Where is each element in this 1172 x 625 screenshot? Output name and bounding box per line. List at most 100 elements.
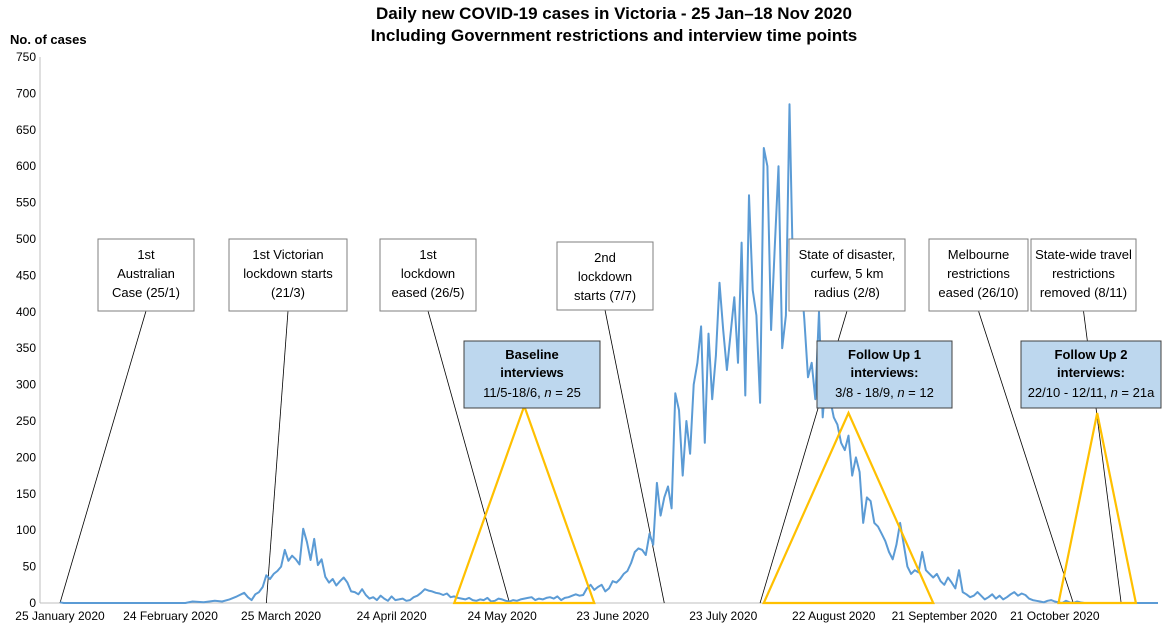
annotation-text: State of disaster, <box>799 247 896 262</box>
annotation-text: lockdown starts <box>243 266 333 281</box>
annotation-callout: 1st Victorian lockdown starts (21/3) <box>228 238 348 312</box>
interview-dates: 11/5-18/6, <box>483 385 544 400</box>
annotation-box <box>228 238 348 312</box>
annotation-text: curfew, 5 km <box>811 266 884 281</box>
interview-callout: Follow Up 1 interviews: 3/8 - 18/9, n = 12 <box>816 340 953 409</box>
annotation-text: removed (8/11) <box>1040 285 1127 300</box>
interview-n-label: n <box>544 385 551 400</box>
annotation-text: lockdown <box>578 269 632 284</box>
annotation-leader-line <box>604 309 665 604</box>
annotation-box <box>1030 238 1137 312</box>
annotation-text: Melbourne <box>948 247 1009 262</box>
x-tick-label: 22 August 2020 <box>792 609 876 623</box>
x-tick-label: 21 October 2020 <box>1010 609 1100 623</box>
interview-triangle <box>762 410 935 605</box>
interview-detail: 11/5-18/6, n = 25 <box>483 385 581 400</box>
interview-triangle <box>1057 412 1138 605</box>
x-tick-label: 23 July 2020 <box>689 609 757 623</box>
interview-title: interviews <box>500 365 564 380</box>
y-axis: 0 50 100 150 200 250 300 350 400 450 500 550 600 650 7… <box>16 50 41 610</box>
annotation-callout: State-wide travel restrictions removed (8/… <box>1030 238 1137 312</box>
y-tick-label: 50 <box>23 560 37 574</box>
annotation-text: lockdown <box>401 266 455 281</box>
interview-box <box>1020 340 1162 409</box>
chart-title: Daily new COVID-19 cases in Victoria - 2… <box>376 4 852 23</box>
y-tick-label: 450 <box>16 268 36 282</box>
x-tick-label: 23 June 2020 <box>576 609 649 623</box>
y-tick-label: 600 <box>16 159 36 173</box>
annotation-leader-line <box>978 310 1074 604</box>
y-tick-label: 500 <box>16 232 36 246</box>
annotation-callout: 2nd lockdown starts (7/7) <box>556 241 654 311</box>
annotation-box <box>556 241 654 311</box>
interview-detail: 22/10 - 12/11, n = 21a <box>1028 385 1155 400</box>
interview-title: interviews: <box>1057 365 1125 380</box>
y-tick-label: 200 <box>16 450 36 464</box>
annotation-leader-line <box>59 310 147 604</box>
annotation-text: eased (26/5) <box>392 285 465 300</box>
x-tick-label: 21 September 2020 <box>892 609 998 623</box>
annotation-leader-line <box>427 310 510 604</box>
interview-title: Follow Up 1 <box>848 347 921 362</box>
annotation-callout: Melbourne restrictions eased (26/10) <box>928 238 1029 312</box>
interview-boxes: Baseline interviews 11/5-18/6, n = 25 Follo… <box>463 340 1162 409</box>
interview-detail: 3/8 - 18/9, n = 12 <box>835 385 934 400</box>
x-tick-label: 24 April 2020 <box>357 609 427 623</box>
chart-subtitle: Including Government restrictions and in… <box>371 26 857 45</box>
interview-box <box>816 340 953 409</box>
x-tick-label: 24 May 2020 <box>467 609 537 623</box>
y-tick-label: 150 <box>16 487 36 501</box>
annotation-text: Case (25/1) <box>112 285 180 300</box>
y-tick-label: 650 <box>16 123 36 137</box>
y-tick-label: 350 <box>16 341 36 355</box>
y-tick-label: 700 <box>16 86 36 100</box>
annotation-text: restrictions <box>947 266 1010 281</box>
annotation-box <box>97 238 195 312</box>
interview-callout: Follow Up 2 interviews: 22/10 - 12/11, n =… <box>1020 340 1162 409</box>
interview-triangle <box>452 402 596 605</box>
y-tick-label: 100 <box>16 523 36 537</box>
interview-n-label: n <box>1111 385 1118 400</box>
series-line <box>59 103 1158 604</box>
interview-dates: 22/10 - 12/11, <box>1028 385 1111 400</box>
annotation-callout: State of disaster, curfew, 5 km radius (2/… <box>788 238 906 312</box>
x-tick-label: 25 January 2020 <box>15 609 105 623</box>
y-axis-label: No. of cases <box>10 32 87 47</box>
annotation-text: 1st Victorian <box>252 247 323 262</box>
annotation-text: radius (2/8) <box>814 285 880 300</box>
annotation-text: 2nd <box>594 250 616 265</box>
interview-n-value: = 21a <box>1118 385 1155 400</box>
interview-triangles <box>452 402 1138 605</box>
annotation-leader-line <box>265 310 289 604</box>
interview-dates: 3/8 - 18/9, <box>835 385 897 400</box>
interview-title: interviews: <box>851 365 919 380</box>
annotation-box <box>379 238 477 312</box>
y-tick-label: 250 <box>16 414 36 428</box>
interview-box <box>463 340 601 409</box>
annotation-box <box>788 238 906 312</box>
x-tick-label: 25 March 2020 <box>241 609 321 623</box>
annotation-text: 1st <box>419 247 437 262</box>
annotation-callout: 1st Australian Case (25/1) <box>97 238 195 312</box>
y-tick-label: 400 <box>16 305 36 319</box>
annotation-text: 1st <box>137 247 155 262</box>
x-tick-label: 24 February 2020 <box>123 609 218 623</box>
annotation-text: restrictions <box>1052 266 1115 281</box>
interview-callout: Baseline interviews 11/5-18/6, n = 25 <box>463 340 601 409</box>
annotation-text: State-wide travel <box>1035 247 1132 262</box>
annotation-text: Australian <box>117 266 175 281</box>
y-tick-label: 750 <box>16 50 36 64</box>
annotation-text: (21/3) <box>271 285 305 300</box>
y-tick-label: 0 <box>29 596 36 610</box>
interview-n-label: n <box>897 385 904 400</box>
interview-n-value: = 12 <box>905 385 934 400</box>
annotation-text: starts (7/7) <box>574 288 636 303</box>
annotations: 1st Australian Case (25/1) 1st Victorian loc… <box>97 238 1137 312</box>
y-tick-label: 550 <box>16 196 36 210</box>
x-axis: 25 January 2020 24 February 2020 25 March … <box>15 602 1158 623</box>
interview-title: Follow Up 2 <box>1055 347 1128 362</box>
annotation-callout: 1st lockdown eased (26/5) <box>379 238 477 312</box>
interview-n-value: = 25 <box>552 385 581 400</box>
y-tick-label: 300 <box>16 378 36 392</box>
